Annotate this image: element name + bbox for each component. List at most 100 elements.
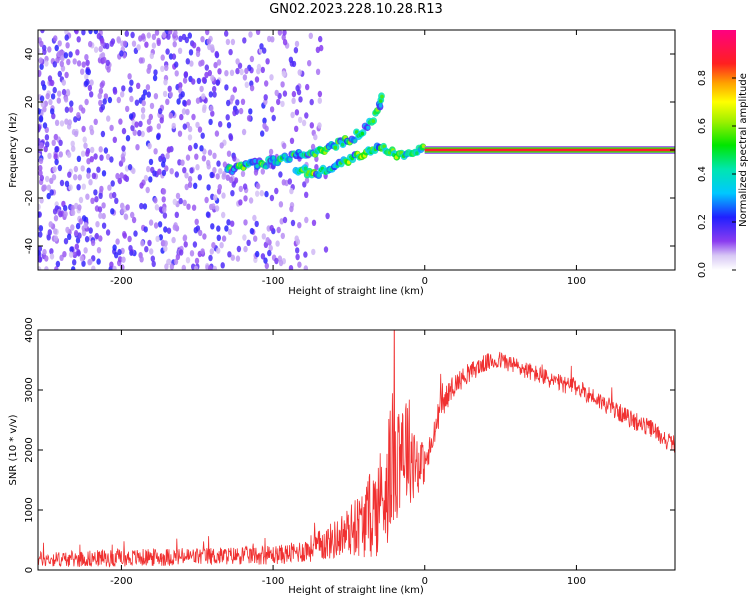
spectrogram-cell: [230, 38, 236, 46]
spectrogram-cell: [269, 106, 275, 113]
spectrogram-cell: [76, 60, 82, 67]
spectrogram-cell: [44, 60, 49, 67]
snr-series-line: [38, 330, 675, 568]
spectrogram-cell: [93, 30, 99, 35]
spectrogram-cell: [172, 224, 177, 231]
spectrogram-cell: [38, 47, 41, 55]
spectrogram-cell: [42, 122, 48, 129]
spectrogram-cell: [256, 63, 262, 71]
spectrogram-cell: [93, 189, 98, 196]
spectrogram-cell: [293, 47, 299, 54]
spectrogram-cell: [112, 88, 118, 95]
spectrogram-cell: [237, 62, 243, 69]
spectrogram-cell: [160, 153, 165, 160]
spectrogram-cell: [132, 129, 137, 136]
spectrogram-cell: [50, 108, 55, 115]
spectrogram-cell: [264, 80, 269, 87]
spectrogram-cell: [208, 118, 213, 126]
spectrogram-cell: [98, 87, 104, 95]
spectrogram-cell: [124, 30, 129, 37]
spectrogram-cell: [191, 78, 196, 85]
spectrogram-cell: [185, 257, 191, 264]
spectrogram-y-tick-label: 0: [24, 147, 35, 153]
spectrogram-cell: [131, 167, 136, 175]
spectrogram-cell: [75, 49, 80, 56]
spectrogram-cell: [48, 98, 53, 106]
spectrogram-cell: [248, 31, 253, 38]
spectrogram-cell: [219, 142, 224, 149]
spectrogram-cell: [313, 133, 318, 141]
spectrogram-cell: [221, 211, 226, 219]
spectrogram-cell: [73, 174, 78, 181]
spectrogram-cell: [120, 208, 125, 215]
spectrogram-cell: [150, 255, 155, 262]
spectrogram-cell: [148, 219, 154, 226]
spectrogram-cell: [52, 61, 57, 68]
spectrogram-cell: [282, 90, 288, 97]
spectrogram-x-axis-label: Height of straight line (km): [288, 286, 424, 297]
spectrogram-cell: [187, 32, 192, 39]
spectrogram-cell: [121, 127, 127, 135]
spectrogram-cell: [317, 90, 323, 98]
spectrogram-cell: [118, 118, 123, 125]
spectrogram-cell: [69, 246, 74, 253]
spectrogram-cell: [197, 126, 203, 133]
spectrogram-cell: [75, 222, 81, 230]
spectrogram-cell: [153, 93, 159, 100]
spectrogram-cell: [53, 235, 59, 242]
spectrogram-cell: [122, 40, 128, 47]
spectrogram-y-tick-label: 20: [24, 96, 35, 109]
spectrogram-cell: [287, 178, 292, 185]
spectrogram-cell: [93, 153, 98, 160]
snr-x-ticks: -200 -100 0 100: [110, 330, 586, 587]
spectrogram-cell: [226, 122, 232, 129]
spectrogram-cell: [68, 51, 73, 58]
spectrogram-cell: [213, 61, 218, 69]
spectrogram-cell: [120, 91, 125, 98]
spectrogram-cell: [112, 244, 117, 251]
spectrogram-cell: [38, 124, 42, 131]
spectrogram-cell: [85, 150, 90, 157]
spectrogram-cell: [282, 142, 287, 149]
spectrogram-marks: [38, 30, 675, 270]
spectrogram-cell: [198, 60, 203, 67]
spectrogram-cell: [121, 156, 126, 163]
spectrogram-cell: [154, 30, 160, 36]
spectrogram-cell: [142, 89, 148, 96]
spectrogram-cell: [76, 184, 81, 191]
spectrogram-cell: [110, 38, 116, 45]
spectrogram-cell: [70, 224, 75, 231]
spectrogram-cell: [268, 148, 274, 156]
spectrogram-cell: [183, 71, 189, 78]
spectrogram-cell: [130, 211, 135, 219]
spectrogram-cell: [116, 37, 122, 44]
spectrogram-cell: [201, 93, 206, 100]
spectrogram-cell: [145, 186, 150, 194]
spectrogram-cell: [211, 242, 216, 249]
spectrogram-cell: [291, 90, 297, 98]
spectrogram-cell: [160, 65, 165, 73]
spectrogram-cell: [182, 199, 187, 206]
spectrogram-cell: [255, 182, 261, 190]
spectrogram-cell: [371, 119, 376, 124]
spectrogram-cell: [181, 264, 186, 270]
spectrogram-cell: [73, 229, 79, 237]
spectrogram-cell: [81, 107, 86, 114]
spectrogram-cell: [110, 208, 115, 215]
spectrogram-cell: [53, 35, 58, 42]
spectrogram-cell: [242, 234, 247, 241]
spectrogram-cell: [73, 165, 79, 173]
spectrogram-cell: [65, 226, 70, 234]
spectrogram-cell: [303, 251, 308, 258]
spectrogram-cell: [166, 227, 172, 234]
spectrogram-x-tick-label: 100: [567, 276, 586, 287]
spectrogram-cell: [216, 59, 222, 66]
spectrogram-cell: [210, 223, 215, 230]
spectrogram-cell: [304, 191, 309, 198]
spectrogram-cell: [96, 33, 102, 40]
spectrogram-cell: [129, 95, 134, 103]
spectrogram-cell: [303, 166, 308, 171]
spectrogram-cell: [155, 235, 160, 243]
spectrogram-cell: [243, 195, 248, 202]
spectrogram-cell: [278, 259, 284, 267]
